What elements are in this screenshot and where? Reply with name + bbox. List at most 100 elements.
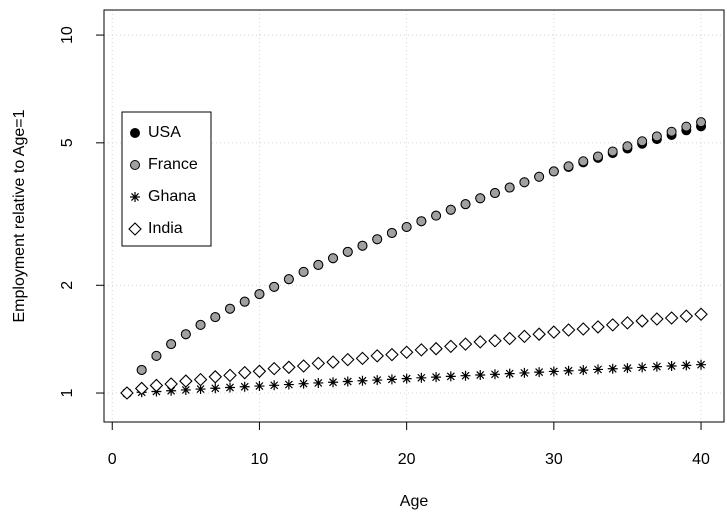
x-axis-label: Age bbox=[400, 493, 429, 510]
point bbox=[696, 359, 707, 370]
point bbox=[267, 361, 281, 376]
point bbox=[666, 360, 677, 371]
point bbox=[328, 377, 339, 388]
point bbox=[328, 253, 339, 264]
point bbox=[592, 364, 603, 375]
point bbox=[210, 312, 221, 323]
point bbox=[563, 365, 574, 376]
point bbox=[179, 374, 193, 388]
point bbox=[622, 141, 633, 152]
legend-marker bbox=[130, 160, 140, 170]
point bbox=[372, 234, 383, 245]
point bbox=[637, 136, 648, 147]
point bbox=[225, 303, 236, 314]
point bbox=[252, 364, 267, 379]
point bbox=[136, 364, 147, 375]
y-tick-label: 5 bbox=[59, 138, 76, 147]
x-tick-label: 30 bbox=[545, 451, 563, 468]
point bbox=[473, 335, 488, 349]
point bbox=[298, 378, 309, 389]
point bbox=[681, 121, 692, 132]
point bbox=[166, 339, 177, 350]
point bbox=[664, 311, 679, 325]
point bbox=[386, 227, 397, 238]
x-tick-label: 0 bbox=[108, 451, 117, 468]
x-tick-label: 10 bbox=[251, 451, 269, 468]
point bbox=[357, 240, 368, 251]
legend-label: India bbox=[148, 220, 183, 237]
point bbox=[225, 382, 236, 393]
point bbox=[504, 182, 515, 193]
point bbox=[576, 322, 591, 336]
legend-label: Ghana bbox=[148, 188, 196, 205]
legend-marker bbox=[130, 192, 140, 202]
legend-marker bbox=[128, 222, 142, 236]
point bbox=[254, 289, 265, 300]
point bbox=[696, 117, 707, 128]
point bbox=[650, 312, 664, 326]
point bbox=[561, 323, 576, 337]
point bbox=[180, 329, 191, 340]
point bbox=[386, 374, 397, 385]
point bbox=[489, 369, 500, 380]
point bbox=[134, 381, 149, 396]
point bbox=[340, 352, 355, 367]
point bbox=[282, 360, 296, 375]
point bbox=[607, 146, 618, 157]
point bbox=[399, 345, 414, 360]
point bbox=[502, 331, 517, 346]
point bbox=[195, 319, 206, 330]
point bbox=[547, 325, 561, 339]
point bbox=[458, 337, 473, 351]
point bbox=[607, 363, 618, 374]
point bbox=[679, 309, 694, 323]
point bbox=[578, 365, 589, 376]
point bbox=[445, 204, 456, 215]
point bbox=[475, 193, 486, 204]
point bbox=[237, 365, 252, 380]
legend-label: USA bbox=[148, 124, 181, 141]
point bbox=[651, 361, 662, 372]
point bbox=[355, 351, 370, 366]
point bbox=[548, 166, 559, 177]
point bbox=[223, 368, 237, 383]
point bbox=[637, 362, 648, 373]
point bbox=[269, 380, 280, 391]
point bbox=[313, 259, 324, 270]
point bbox=[591, 320, 605, 334]
point bbox=[431, 372, 442, 383]
point bbox=[401, 221, 412, 232]
point bbox=[283, 274, 294, 285]
point bbox=[622, 363, 633, 374]
point bbox=[283, 379, 294, 390]
point bbox=[208, 370, 223, 384]
point bbox=[519, 177, 530, 188]
legend-label: France bbox=[148, 156, 198, 173]
point bbox=[239, 296, 250, 307]
point bbox=[620, 316, 635, 330]
x-tick-label: 20 bbox=[398, 451, 416, 468]
point bbox=[563, 161, 574, 172]
point bbox=[605, 318, 620, 332]
legend-marker bbox=[130, 128, 140, 138]
point bbox=[193, 372, 208, 387]
plot-frame bbox=[103, 9, 725, 423]
point bbox=[475, 369, 486, 380]
point bbox=[517, 329, 532, 344]
point bbox=[460, 370, 471, 381]
point bbox=[254, 381, 265, 392]
point bbox=[578, 156, 589, 167]
y-axis-label: Employment relative to Age=1 bbox=[11, 109, 28, 322]
point bbox=[414, 343, 429, 357]
point bbox=[311, 356, 326, 371]
point bbox=[416, 216, 427, 227]
point bbox=[385, 347, 399, 362]
point bbox=[342, 376, 353, 387]
point bbox=[488, 333, 502, 348]
point bbox=[534, 367, 545, 378]
point bbox=[296, 359, 311, 373]
point bbox=[239, 381, 250, 392]
y-tick-label: 2 bbox=[59, 281, 76, 290]
point bbox=[342, 246, 353, 257]
